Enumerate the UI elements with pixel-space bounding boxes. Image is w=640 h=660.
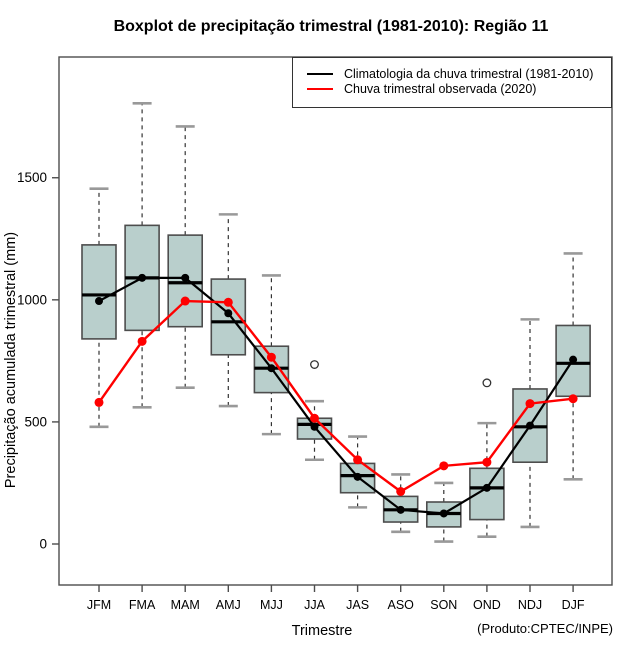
x-tick-label: OND <box>473 598 501 612</box>
y-tick-label: 1500 <box>17 170 47 185</box>
y-tick-label: 1000 <box>17 292 47 307</box>
series-point-1-JFM <box>94 397 104 407</box>
outlier-JJA <box>310 360 319 369</box>
chart-title: Boxplot de precipitação trimestral (1981… <box>113 18 549 35</box>
x-tick-label: AMJ <box>216 598 241 612</box>
series-point-0-NDJ <box>526 421 534 430</box>
x-tick-label: SON <box>430 598 457 612</box>
y-axis-title: Precipitação acumulada trimestral (mm) <box>3 231 19 489</box>
series-point-1-JAS <box>353 455 363 465</box>
x-tick-label: DJF <box>562 598 585 612</box>
series-point-0-JFM <box>95 297 103 306</box>
x-tick-label: FMA <box>129 598 156 612</box>
outlier-OND <box>482 378 492 388</box>
observed-line-icon <box>307 88 333 91</box>
series-point-0-JJA <box>310 422 319 431</box>
series-point-1-JJA <box>310 413 319 423</box>
x-tick-label: NDJ <box>518 598 542 612</box>
series-point-1-DJF <box>568 394 578 404</box>
box-JFM <box>81 244 117 340</box>
product-credit-note: (Produto:CPTEC/INPE) <box>477 621 613 636</box>
x-tick-label: JJA <box>304 598 326 612</box>
legend: Climatologia da chuva trimestral (1981-2… <box>292 57 612 108</box>
x-tick-label: ASO <box>387 598 414 612</box>
series-point-0-MJJ <box>267 364 276 373</box>
climatology-line-icon <box>307 72 333 75</box>
series-point-0-MAM <box>181 273 190 282</box>
box-OND <box>469 467 505 521</box>
series-point-1-NDJ <box>525 399 535 409</box>
series-point-1-OND <box>482 457 492 467</box>
series-point-1-ASO <box>396 487 406 497</box>
y-tick-label: 0 <box>39 537 47 552</box>
series-line-1 <box>98 299 574 493</box>
series-line-0 <box>98 276 575 515</box>
series-point-0-DJF <box>569 355 578 364</box>
series-point-0-FMA <box>138 273 147 282</box>
x-tick-label: JAS <box>346 598 369 612</box>
series-point-0-JAS <box>353 472 362 481</box>
series-point-1-MAM <box>180 296 190 306</box>
series-point-1-FMA <box>137 336 147 346</box>
x-axis-title: Trimestre <box>291 623 353 639</box>
y-tick-label: 500 <box>24 414 47 429</box>
series-point-1-MJJ <box>266 352 276 362</box>
legend-label: Climatologia da chuva trimestral (1981-2… <box>344 66 594 81</box>
series-point-0-ASO <box>396 505 405 514</box>
series-point-1-AMJ <box>223 297 233 307</box>
legend-label: Chuva trimestral observada (2020) <box>344 82 537 97</box>
legend-item-observed: Chuva trimestral observada (2020) <box>293 82 611 98</box>
series-point-0-AMJ <box>224 309 233 318</box>
x-tick-label: JFM <box>87 598 111 612</box>
x-tick-label: MAM <box>171 598 200 612</box>
x-tick-label: MJJ <box>260 598 283 612</box>
series-point-0-SON <box>439 509 448 518</box>
legend-item-climatology: Climatologia da chuva trimestral (1981-2… <box>293 66 611 82</box>
series-point-1-SON <box>439 461 449 471</box>
series-point-0-OND <box>482 483 491 492</box>
